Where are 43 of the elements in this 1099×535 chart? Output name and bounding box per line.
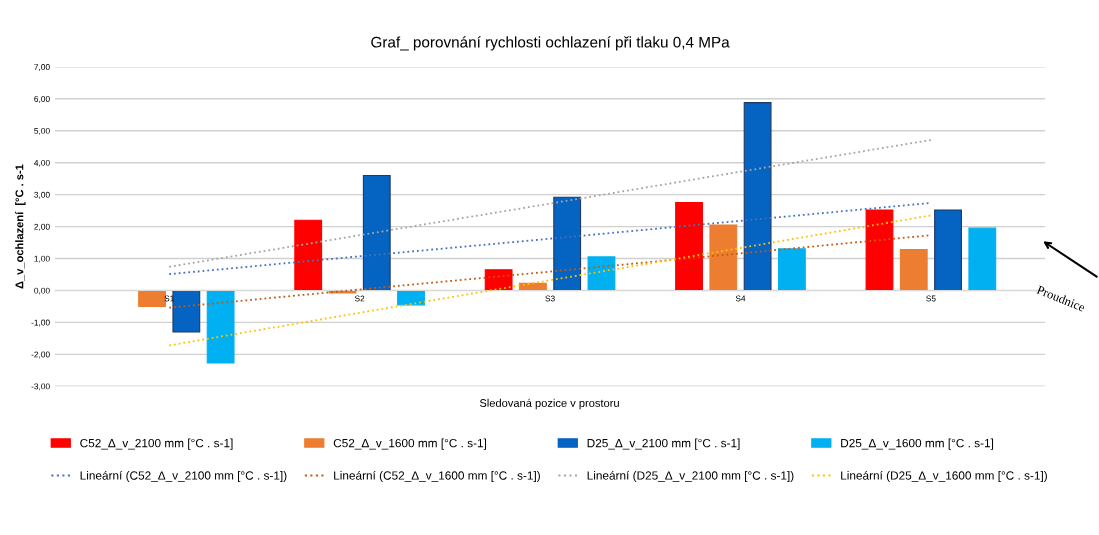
y-tick-label: -1,00 (31, 319, 50, 327)
legend-label: C52_Δ_v_2100 mm [°C . s-1] (80, 438, 233, 450)
legend-label: D25_Δ_v_1600 mm [°C . s-1] (841, 438, 994, 450)
bar (587, 256, 616, 292)
y-tick-label: -3,00 (31, 383, 50, 391)
bar (484, 269, 513, 292)
bar (206, 289, 235, 364)
bar (934, 209, 962, 292)
y-tick-label: 1,00 (34, 255, 50, 263)
x-tick-label: S3 (545, 295, 555, 302)
y-tick-label: -2,00 (31, 351, 50, 359)
y-tick-label: 5,00 (34, 127, 50, 135)
y-axis-title: Δ_v_ochlazení [°C . s-1 (15, 164, 26, 289)
y-tick-label: 3,00 (34, 191, 50, 199)
legend-label: Lineární (D25_Δ_v_2100 mm [°C . s-1]) (587, 470, 794, 483)
x-axis-title: Sledovaná pozice v prostoru (479, 398, 619, 410)
bar (675, 202, 703, 292)
chart-title: Graf_ porovnání rychlosti ochlazení při tlaku 0,4 MPa (371, 36, 730, 51)
x-tick-label: S5 (926, 295, 936, 302)
bar (294, 219, 323, 292)
bar (553, 196, 582, 292)
y-tick-label: 7,00 (34, 64, 50, 71)
y-tick-label: 6,00 (34, 96, 50, 103)
bar (172, 289, 201, 333)
bar (138, 289, 166, 307)
bar (968, 227, 997, 292)
bar (899, 249, 928, 292)
legend-label: D25_Δ_v_2100 mm [°C . s-1] (587, 438, 740, 450)
y-tick-label: 0,00 (34, 287, 50, 295)
legend-label: C52_Δ_v_1600 mm [°C . s-1] (333, 438, 487, 450)
bar (709, 224, 738, 292)
x-tick-label: S4 (735, 295, 746, 302)
bar (362, 174, 391, 292)
bar (777, 248, 806, 292)
bar (865, 209, 894, 292)
x-tick-label: S2 (354, 295, 365, 302)
legend-label: Lineární (C52_Δ_v_2100 mm [°C . s-1]) (80, 470, 287, 483)
y-tick-label: 2,00 (34, 223, 50, 231)
legend-label: Lineární (D25_Δ_v_1600 mm [°C . s-1]) (841, 470, 1047, 483)
bar (743, 102, 772, 292)
line-series (168, 139, 932, 268)
legend-label: Lineární (C52_Δ_v_1600 mm [°C . s-1]) (334, 470, 540, 483)
y-tick-label: 4,00 (34, 159, 50, 167)
